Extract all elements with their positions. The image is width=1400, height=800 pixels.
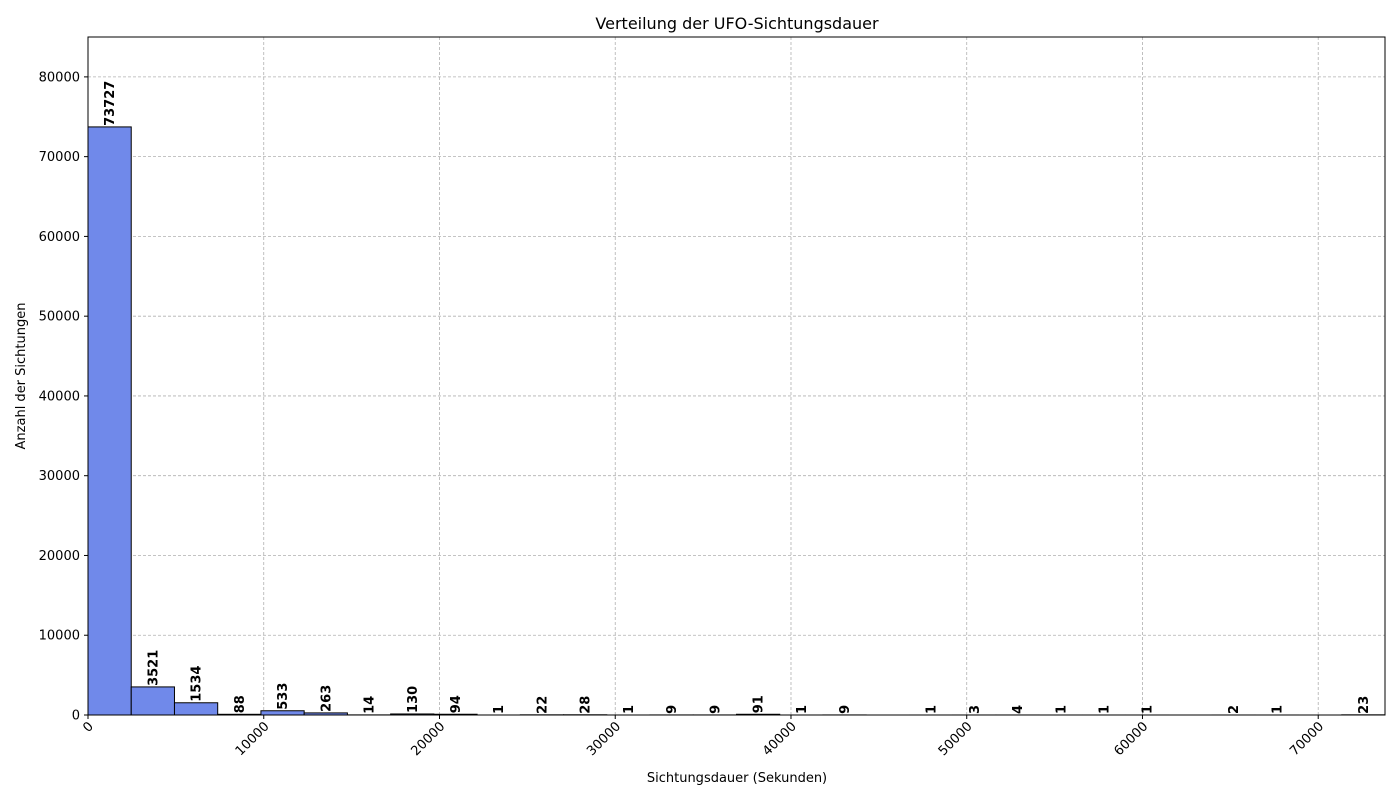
chart-title: Verteilung der UFO-Sichtungsdauer [595, 14, 879, 33]
bar-value-label: 1 [1270, 705, 1285, 714]
histogram-bar [87, 126, 132, 716]
y-tick-label: 70000 [39, 150, 80, 165]
x-tick-label: 70000 [1287, 719, 1327, 759]
bar-value-label: 1534 [190, 666, 205, 702]
y-tick-label: 0 [72, 709, 80, 724]
plot-frame [87, 36, 1386, 716]
y-tick-label: 50000 [39, 310, 80, 325]
bar-value-label: 263 [319, 685, 334, 712]
bar-value-label: 2 [1227, 705, 1242, 714]
histogram-bar [173, 702, 219, 716]
bar-value-label: 533 [276, 683, 291, 710]
bar-value-label: 3 [968, 705, 983, 714]
bar-value-label: 94 [449, 695, 464, 713]
y-tick-label: 60000 [39, 230, 80, 245]
y-tick-label: 10000 [39, 629, 80, 644]
bar-value-label: 1 [1054, 705, 1069, 714]
y-axis-label: Anzahl der Sichtungen [14, 303, 29, 450]
y-tick-label: 30000 [39, 469, 80, 484]
bar-value-label: 3521 [146, 650, 161, 686]
bar-value-label: 1 [925, 705, 940, 714]
grid-layer [87, 37, 1385, 716]
x-tick-label: 30000 [584, 719, 624, 759]
bar-value-label: 9 [708, 705, 723, 714]
bar-value-label: 28 [579, 696, 594, 714]
bar-value-label: 1 [1097, 705, 1112, 714]
bar-value-label: 9 [665, 705, 680, 714]
bar-value-label: 14 [363, 696, 378, 714]
bar-value-label: 9 [838, 705, 853, 714]
bar-value-label: 73727 [103, 81, 118, 126]
x-tick-label: 0 [80, 719, 96, 735]
bar-value-label: 1 [1141, 705, 1156, 714]
x-tick-label: 40000 [760, 719, 800, 759]
bar-value-label: 1 [622, 705, 637, 714]
bar-value-label: 1 [795, 705, 810, 714]
bar-value-label: 4 [1011, 705, 1026, 714]
x-tick-label: 10000 [233, 719, 273, 759]
ticks-layer: 0 10000 20000 30000 40000 50000 60000 70000 8000… [39, 70, 1327, 759]
bar-value-label: 88 [233, 695, 248, 713]
x-tick-label: 60000 [1111, 719, 1151, 759]
x-axis-label: Sichtungsdauer (Sekunden) [647, 771, 827, 786]
x-tick-label: 20000 [408, 719, 448, 759]
x-tick-label: 50000 [936, 719, 976, 759]
y-tick-label: 80000 [39, 70, 80, 85]
y-tick-label: 40000 [39, 389, 80, 404]
bars-layer [87, 126, 1386, 716]
bar-value-label: 1 [492, 705, 507, 714]
bar-value-label: 23 [1357, 696, 1372, 714]
bar-value-label: 22 [535, 696, 550, 714]
histogram-bar [130, 686, 175, 716]
bar-value-label: 130 [406, 686, 421, 713]
y-tick-label: 20000 [39, 549, 80, 564]
histogram-bar [260, 710, 305, 716]
bar-value-label: 91 [752, 695, 767, 713]
